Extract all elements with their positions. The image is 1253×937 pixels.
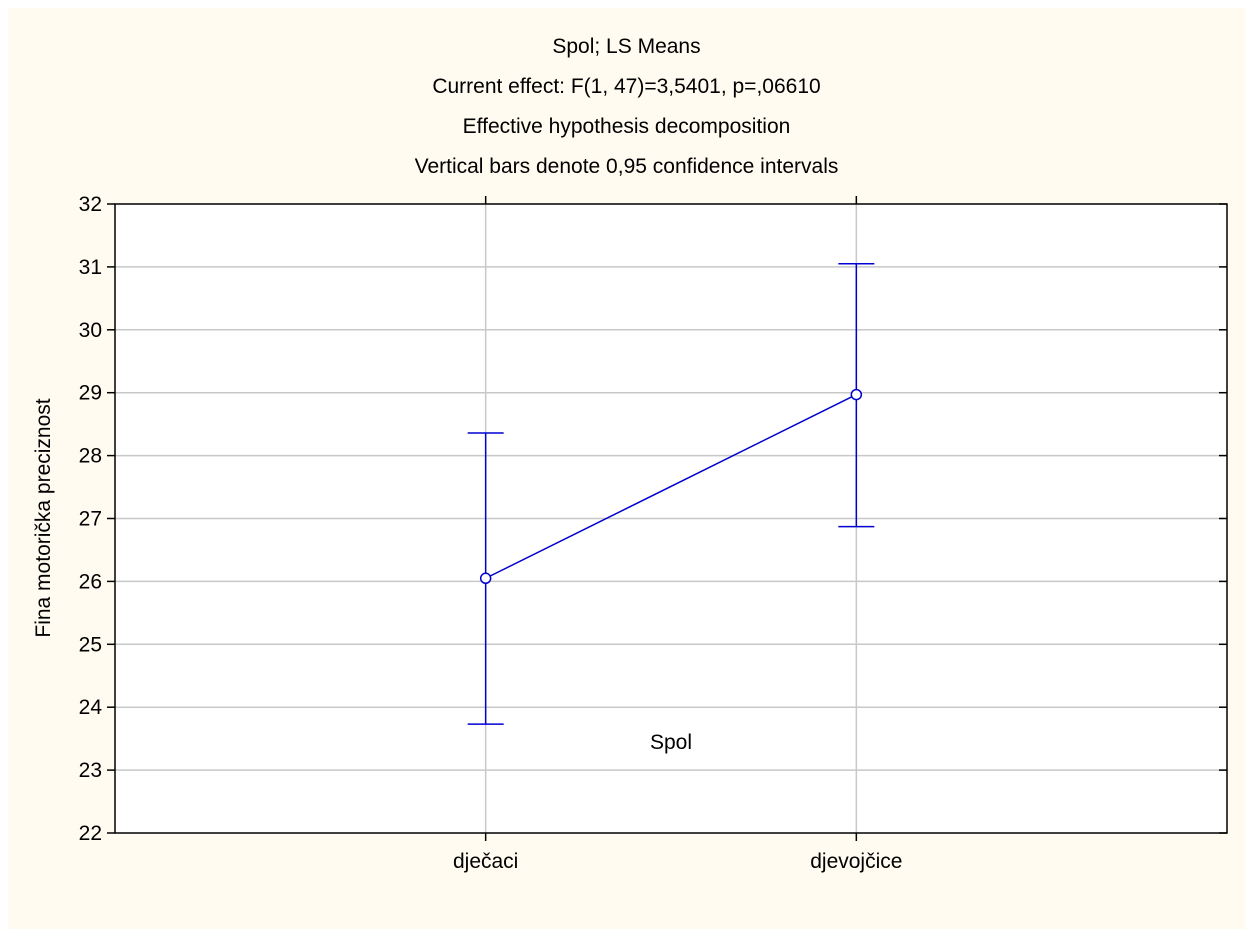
y-tick-label: 32 xyxy=(79,193,102,216)
axes: 22 23 24 25 26 27 28 29 30 31 32 dječaci djevojčice xyxy=(79,193,1228,873)
x-axis-title: Spol xyxy=(650,731,692,754)
y-tick-label: 26 xyxy=(79,570,102,593)
mean-line xyxy=(485,393,857,579)
y-tick-label: 30 xyxy=(79,319,102,342)
y-tick-label: 22 xyxy=(79,822,102,845)
y-tick-label: 23 xyxy=(79,759,102,782)
x-tick-label: dječaci xyxy=(453,850,518,873)
y-tick-label: 25 xyxy=(79,633,102,656)
chart-subtitle-confidence: Vertical bars denote 0,95 confidence int… xyxy=(414,155,839,178)
y-tick-label: 24 xyxy=(79,696,103,719)
y-tick-label: 31 xyxy=(79,256,102,279)
mean-point xyxy=(479,572,492,585)
mean-point xyxy=(850,388,863,401)
chart-title: Spol; LS Means xyxy=(552,35,701,58)
x-tick-label: djevojčice xyxy=(810,850,902,873)
y-tick-label: 27 xyxy=(79,508,102,531)
y-tick-label: 28 xyxy=(79,445,102,468)
y-tick-label: 29 xyxy=(79,382,102,405)
chart-subtitle-effect: Current effect: F(1, 47)=3,5401, p=,0661… xyxy=(432,75,821,98)
y-axis-title: Fina motorička preciznost xyxy=(32,398,55,637)
chart-subtitle-decomposition: Effective hypothesis decomposition xyxy=(462,115,791,138)
series-line xyxy=(467,263,875,725)
